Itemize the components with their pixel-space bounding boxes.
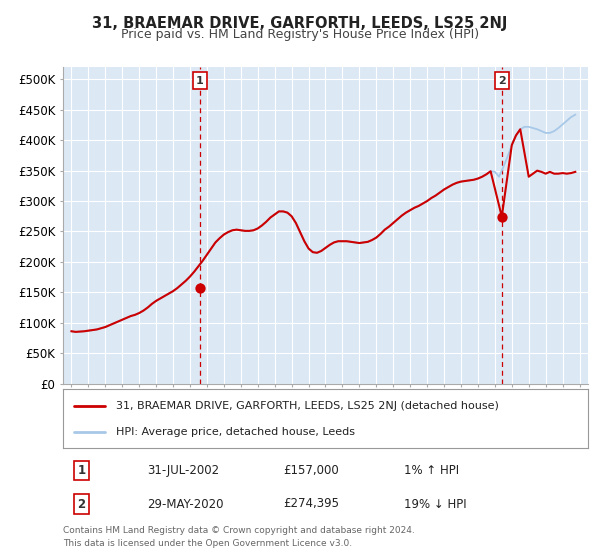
Text: 19% ↓ HPI: 19% ↓ HPI [404, 497, 467, 511]
Text: £157,000: £157,000 [284, 464, 339, 477]
Text: 2: 2 [498, 76, 506, 86]
Text: This data is licensed under the Open Government Licence v3.0.: This data is licensed under the Open Gov… [63, 539, 352, 548]
Text: 2: 2 [77, 497, 85, 511]
Text: 31, BRAEMAR DRIVE, GARFORTH, LEEDS, LS25 2NJ (detached house): 31, BRAEMAR DRIVE, GARFORTH, LEEDS, LS25… [115, 400, 499, 410]
Text: 29-MAY-2020: 29-MAY-2020 [147, 497, 223, 511]
Text: 31-JUL-2002: 31-JUL-2002 [147, 464, 219, 477]
Point [195, 283, 205, 292]
Text: 1% ↑ HPI: 1% ↑ HPI [404, 464, 460, 477]
Text: 1: 1 [196, 76, 204, 86]
Text: Contains HM Land Registry data © Crown copyright and database right 2024.: Contains HM Land Registry data © Crown c… [63, 526, 415, 535]
Text: 1: 1 [77, 464, 85, 477]
Text: Price paid vs. HM Land Registry's House Price Index (HPI): Price paid vs. HM Land Registry's House … [121, 28, 479, 41]
Text: £274,395: £274,395 [284, 497, 340, 511]
Text: 31, BRAEMAR DRIVE, GARFORTH, LEEDS, LS25 2NJ: 31, BRAEMAR DRIVE, GARFORTH, LEEDS, LS25… [92, 16, 508, 31]
Text: HPI: Average price, detached house, Leeds: HPI: Average price, detached house, Leed… [115, 427, 355, 437]
Point [497, 212, 506, 221]
